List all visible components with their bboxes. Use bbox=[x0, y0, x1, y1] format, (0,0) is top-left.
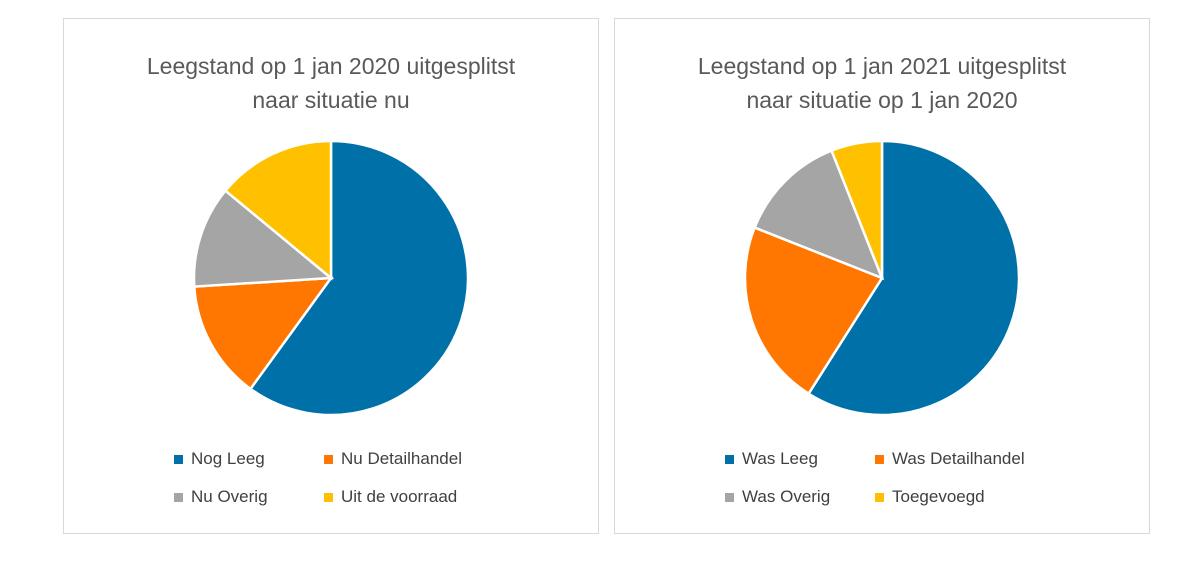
legend-swatch bbox=[324, 454, 333, 464]
pie-slice-uit-de-voorraad bbox=[223, 141, 333, 281]
legend-label: Was Detailhandel bbox=[892, 449, 1025, 468]
legend-item: Was Detailhandel bbox=[875, 449, 1025, 469]
chart-title-line-2: naar situatie nu bbox=[252, 87, 410, 113]
legend-label: Nu Detailhandel bbox=[341, 449, 462, 468]
legend-swatch bbox=[324, 492, 333, 502]
pie-slice-nu-detailhandel bbox=[192, 276, 334, 391]
legend-item: Nu Overig bbox=[174, 487, 268, 507]
legend-swatch bbox=[725, 454, 734, 464]
chart-title: Leegstand op 1 jan 2020 uitgesplitst naa… bbox=[64, 49, 598, 117]
legend-label: Toegevoegd bbox=[892, 487, 985, 506]
legend-item: Nu Detailhandel bbox=[324, 449, 462, 469]
legend-swatch bbox=[725, 492, 734, 502]
legend-swatch bbox=[174, 492, 183, 502]
legend-label: Uit de voorraad bbox=[341, 487, 458, 506]
pie-slice-toegevoegd bbox=[829, 141, 884, 279]
legend-swatch bbox=[875, 454, 884, 464]
chart-title-line-1: Leegstand op 1 jan 2020 uitgesplitst bbox=[146, 53, 516, 79]
legend-item: Was Overig bbox=[725, 487, 830, 507]
legend-label: Nog Leeg bbox=[191, 449, 265, 468]
legend-item: Nog Leeg bbox=[174, 449, 265, 469]
chart-panel-2020: Leegstand op 1 jan 2020 uitgesplitst naa… bbox=[63, 18, 599, 534]
legend-swatch bbox=[174, 454, 183, 464]
chart-title: Leegstand op 1 jan 2021 uitgesplitst naa… bbox=[615, 49, 1149, 117]
pie-slice-was-overig bbox=[752, 148, 885, 281]
chart-title-line-1: Leegstand op 1 jan 2021 uitgesplitst bbox=[697, 53, 1067, 79]
pie-chart bbox=[743, 141, 1021, 417]
legend-item: Was Leeg bbox=[725, 449, 818, 469]
legend-item: Uit de voorraad bbox=[324, 487, 457, 507]
pie-slice-was-leeg bbox=[806, 141, 1021, 417]
legend-label: Was Leeg bbox=[742, 449, 818, 468]
legend-label: Nu Overig bbox=[191, 487, 268, 506]
pie-slice-nu-overig bbox=[192, 188, 335, 288]
pie-slice-was-detailhandel bbox=[743, 225, 884, 396]
chart-title-line-2: naar situatie op 1 jan 2020 bbox=[746, 87, 1018, 113]
legend-item: Toegevoegd bbox=[875, 487, 985, 507]
pie-slice-nog-leeg bbox=[248, 141, 470, 417]
pie-chart bbox=[192, 141, 470, 417]
legend-swatch bbox=[875, 492, 884, 502]
legend-label: Was Overig bbox=[742, 487, 831, 506]
chart-panel-2021: Leegstand op 1 jan 2021 uitgesplitst naa… bbox=[614, 18, 1150, 534]
